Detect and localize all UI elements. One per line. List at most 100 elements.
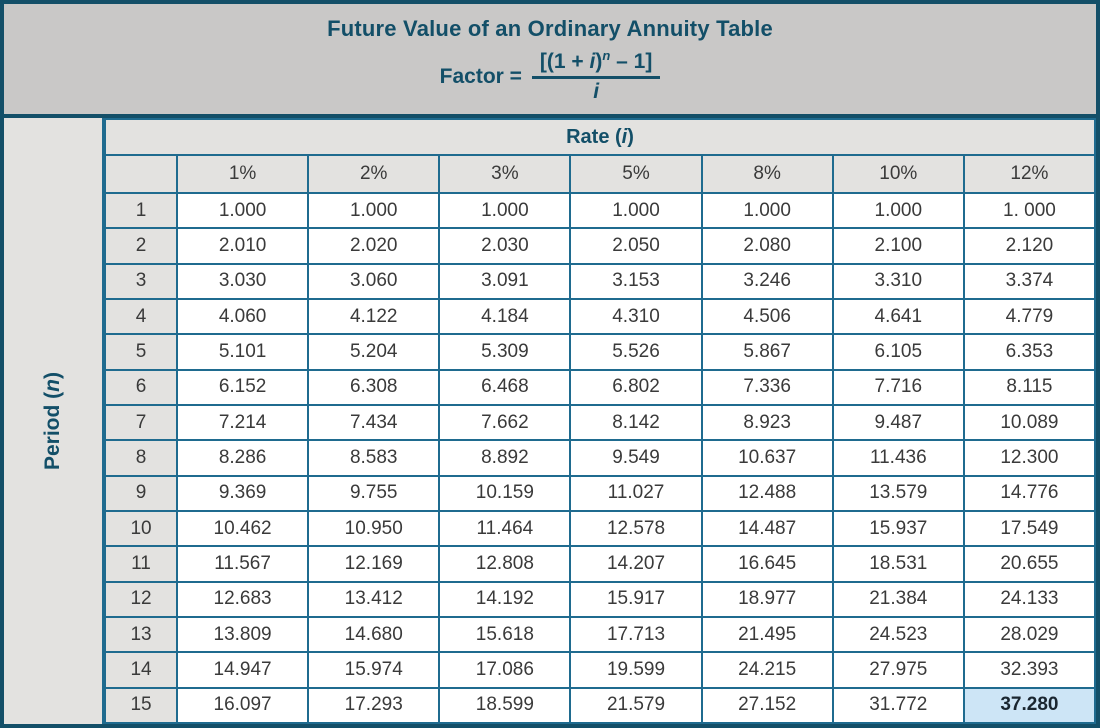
formula-denominator: i: [593, 80, 600, 103]
factor-cell: 4.122: [307, 297, 441, 336]
factor-cell: 2.050: [569, 227, 703, 265]
factor-cell: 1.000: [831, 191, 965, 230]
formula-num-post: – 1]: [610, 49, 653, 73]
factor-cell: 6.152: [176, 368, 310, 406]
table-row: 10 10.462 10.950 11.464 12.578 14.487 15.937 17…: [104, 509, 1096, 548]
factor-cell: 1.000: [569, 191, 703, 230]
rate-column-header: 1%: [176, 154, 310, 194]
factor-cell: 21.579: [569, 686, 703, 724]
factor-cell: 4.184: [438, 297, 572, 336]
factor-cell: 13.809: [176, 615, 310, 654]
factor-cell: 11.567: [176, 545, 310, 583]
factor-cell: 2.080: [700, 227, 834, 265]
factor-cell: 16.645: [700, 545, 834, 583]
factor-cell: 10.950: [307, 509, 441, 548]
factor-cell: 8.142: [569, 403, 703, 442]
factor-cell: 2.020: [307, 227, 441, 265]
factor-cell: 17.086: [438, 651, 572, 689]
factor-cell: 3.153: [569, 262, 703, 300]
factor-cell: 10.089: [962, 403, 1096, 442]
table-area: Period (n) Rate (i) 1% 2% 3% 5% 8% 10% 12% 1 1.…: [4, 118, 1096, 724]
factor-cell: 8.892: [438, 439, 572, 477]
rate-header: Rate (i): [104, 118, 1096, 156]
table-row: 9 9.369 9.755 10.159 11.027 12.488 13.579 14.77…: [104, 474, 1096, 512]
factor-cell: 1.000: [307, 191, 441, 230]
factor-cell: 7.662: [438, 403, 572, 442]
rate-column-header: 8%: [700, 154, 834, 194]
period-cell: 8: [104, 439, 179, 477]
table-row: 6 6.152 6.308 6.468 6.802 7.336 7.716 8.115: [104, 368, 1096, 406]
factor-cell: 31.772: [831, 686, 965, 724]
period-axis-label: Period (n): [41, 372, 65, 470]
period-cell: 11: [104, 545, 179, 583]
formula-exponent: n: [602, 47, 611, 63]
factor-cell: 5.867: [700, 333, 834, 371]
factor-cell: 6.308: [307, 368, 441, 406]
factor-cell: 1.000: [176, 191, 310, 230]
factor-cell: 3.246: [700, 262, 834, 300]
factor-cell: 13.579: [831, 474, 965, 512]
period-cell: 5: [104, 333, 179, 371]
factor-cell: 3.374: [962, 262, 1096, 300]
factor-cell: 24.523: [831, 615, 965, 654]
period-cell: 1: [104, 191, 179, 230]
factor-cell: 9.369: [176, 474, 310, 512]
factor-cell: 7.336: [700, 368, 834, 406]
factor-cell: 15.917: [569, 580, 703, 618]
period-cell: 3: [104, 262, 179, 300]
factor-cell: 24.215: [700, 651, 834, 689]
period-label-pre: Period (: [41, 391, 65, 471]
factor-cell: 2.010: [176, 227, 310, 265]
corner-cell: [104, 154, 179, 194]
factor-cell: 24.133: [962, 580, 1096, 618]
rate-header-row: Rate (i): [104, 118, 1096, 156]
factor-cell: 11.464: [438, 509, 572, 548]
rate-label-var: i: [621, 125, 628, 148]
factor-cell: 4.060: [176, 297, 310, 336]
factor-cell: 2.120: [962, 227, 1096, 265]
factor-cell: 18.531: [831, 545, 965, 583]
rate-label-pre: Rate (: [566, 125, 622, 148]
factor-cell: 12.488: [700, 474, 834, 512]
formula-numerator: [(1 + i)n – 1]: [531, 47, 661, 79]
factor-cell: 14.192: [438, 580, 572, 618]
factor-cell: 18.977: [700, 580, 834, 618]
factor-cell: 2.030: [438, 227, 572, 265]
factor-cell: 6.105: [831, 333, 965, 371]
table-row: 4 4.060 4.122 4.184 4.310 4.506 4.641 4.779: [104, 297, 1096, 336]
annuity-factor-table: Rate (i) 1% 2% 3% 5% 8% 10% 12% 1 1.000 1.000 1.0…: [104, 118, 1096, 724]
formula-lhs: Factor =: [439, 65, 522, 88]
factor-cell: 8.583: [307, 439, 441, 477]
rate-column-header: 3%: [438, 154, 572, 194]
factor-cell: 7.434: [307, 403, 441, 442]
figure-title: Future Value of an Ordinary Annuity Tabl…: [327, 15, 773, 41]
factor-cell: 14.680: [307, 615, 441, 654]
factor-cell: 7.214: [176, 403, 310, 442]
table-row: 1 1.000 1.000 1.000 1.000 1.000 1.000 1. 000: [104, 191, 1096, 230]
factor-cell: 2.100: [831, 227, 965, 265]
factor-cell: 5.204: [307, 333, 441, 371]
period-cell: 15: [104, 686, 179, 724]
table-row: 13 13.809 14.680 15.618 17.713 21.495 24.523 28…: [104, 615, 1096, 654]
period-cell: 6: [104, 368, 179, 406]
factor-cell: 5.309: [438, 333, 572, 371]
factor-cell: 27.152: [700, 686, 834, 724]
rate-column-header: 2%: [307, 154, 441, 194]
factor-cell: 15.618: [438, 615, 572, 654]
factor-cell: 1. 000: [962, 191, 1096, 230]
factor-cell: 9.755: [307, 474, 441, 512]
factor-cell: 6.802: [569, 368, 703, 406]
factor-cell: 28.029: [962, 615, 1096, 654]
rate-column-header: 5%: [569, 154, 703, 194]
factor-cell: 3.030: [176, 262, 310, 300]
table-row: 2 2.010 2.020 2.030 2.050 2.080 2.100 2.120: [104, 227, 1096, 265]
period-cell: 12: [104, 580, 179, 618]
period-axis-strip: Period (n): [4, 118, 105, 724]
period-cell: 14: [104, 651, 179, 689]
period-label-var: n: [41, 378, 65, 392]
table-row: 7 7.214 7.434 7.662 8.142 8.923 9.487 10.089: [104, 403, 1096, 442]
table-row: 11 11.567 12.169 12.808 14.207 16.645 18.531 20…: [104, 545, 1096, 583]
factor-cell: 17.293: [307, 686, 441, 724]
factor-cell: 32.393: [962, 651, 1096, 689]
factor-cell: 12.300: [962, 439, 1096, 477]
